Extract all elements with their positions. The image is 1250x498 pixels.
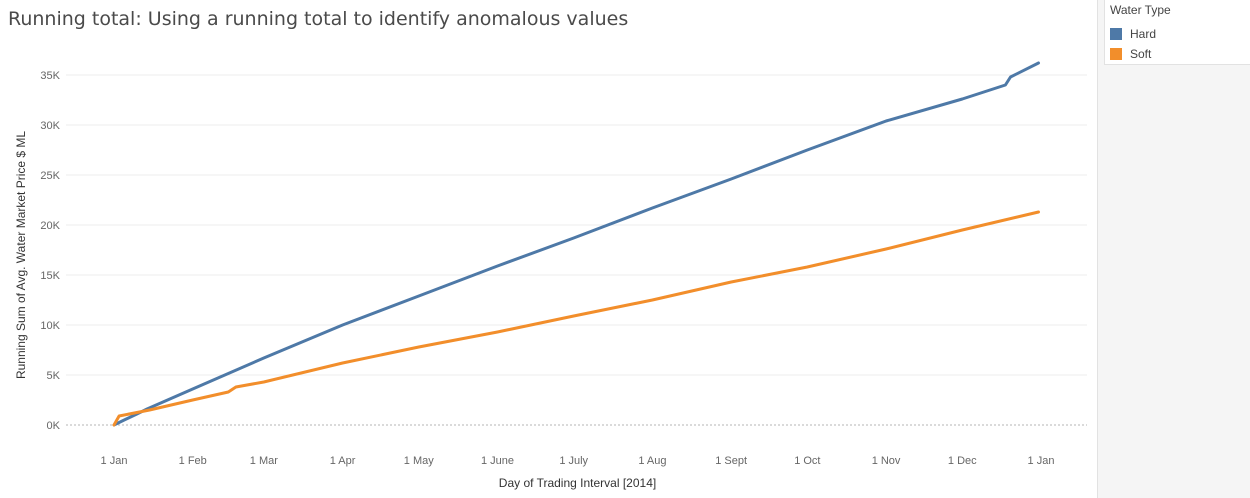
y-tick-label: 30K xyxy=(40,120,60,132)
x-tick-label: 1 July xyxy=(559,455,588,467)
legend-label-soft: Soft xyxy=(1130,47,1152,61)
series-line-soft[interactable] xyxy=(112,210,1040,427)
x-tick-label: 1 Feb xyxy=(179,455,207,467)
legend-title: Water Type xyxy=(1110,3,1171,17)
x-tick-label: 1 Mar xyxy=(250,455,278,467)
x-axis: 1 Jan 1 Feb 1 Mar 1 Apr 1 May 1 June 1 July 1 A… xyxy=(101,455,1055,467)
y-tick-label: 10K xyxy=(40,320,60,332)
legend-swatch-hard xyxy=(1110,28,1122,40)
x-tick-label: 1 June xyxy=(481,455,514,467)
series-lines xyxy=(112,61,1040,427)
x-tick-label: 1 Sept xyxy=(715,455,747,467)
legend-swatch-soft xyxy=(1110,48,1122,60)
x-axis-label: Day of Trading Interval [2014] xyxy=(499,476,656,490)
x-tick-label: 1 Oct xyxy=(794,455,820,467)
x-tick-label: 1 Apr xyxy=(330,455,356,467)
legend: Water Type Hard Soft xyxy=(1104,0,1250,65)
x-tick-label: 1 Nov xyxy=(872,455,901,467)
x-tick-label: 1 Dec xyxy=(948,455,977,467)
series-line-hard[interactable] xyxy=(112,61,1040,427)
y-tick-label: 15K xyxy=(40,270,60,282)
x-tick-label: 1 Jan xyxy=(1028,455,1055,467)
y-axis-label: Running Sum of Avg. Water Market Price $… xyxy=(14,131,28,379)
chart-title: Running total: Using a running total to … xyxy=(8,8,629,30)
legend-item-hard[interactable]: Hard xyxy=(1110,27,1156,41)
y-tick-label: 20K xyxy=(40,220,60,232)
y-tick-label: 25K xyxy=(40,170,60,182)
legend-panel: Water Type Hard Soft xyxy=(1097,0,1250,498)
legend-label-hard: Hard xyxy=(1130,27,1157,41)
x-tick-label: 1 May xyxy=(404,455,434,467)
x-tick-label: 1 Jan xyxy=(101,455,128,467)
y-axis: 0K 5K 10K 15K 20K 25K 30K 35K xyxy=(40,70,60,432)
x-tick-label: 1 Aug xyxy=(638,455,666,467)
y-tick-label: 0K xyxy=(47,420,61,432)
y-tick-label: 5K xyxy=(47,370,61,382)
grid-lines xyxy=(66,74,1087,426)
y-tick-label: 35K xyxy=(40,70,60,82)
legend-item-soft[interactable]: Soft xyxy=(1110,47,1151,61)
